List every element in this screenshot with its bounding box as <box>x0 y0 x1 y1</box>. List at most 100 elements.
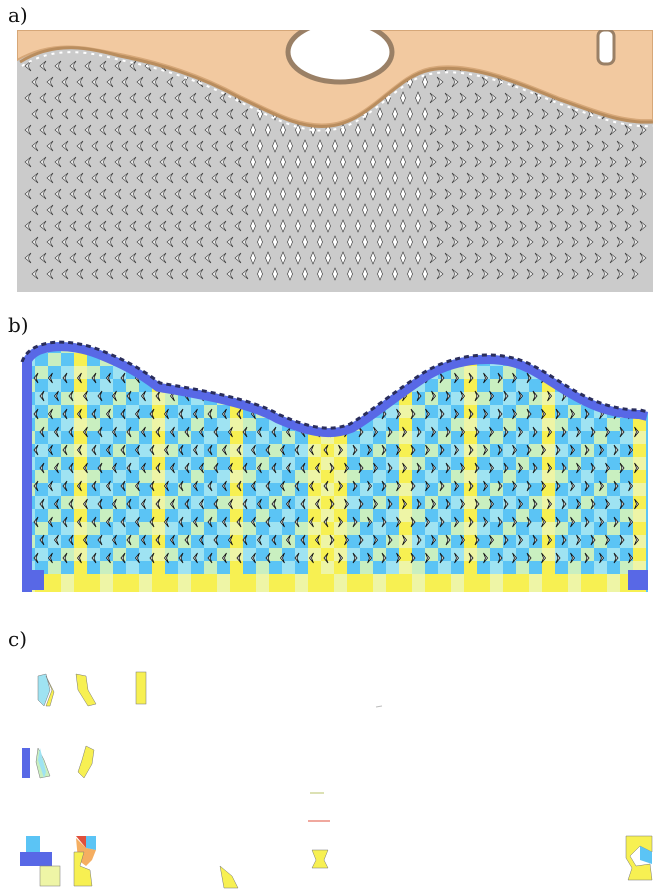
grate-hole <box>579 252 587 264</box>
mesh-hole <box>590 426 596 438</box>
mesh-hole <box>236 552 242 564</box>
mesh-cell <box>373 353 386 366</box>
mesh-hole <box>242 462 248 474</box>
mesh-cell <box>230 548 243 561</box>
panel-a-render <box>17 30 653 292</box>
grate-hole <box>474 92 482 104</box>
mesh-hole <box>120 372 126 384</box>
mesh-cell <box>100 379 113 392</box>
mesh-cell <box>126 522 139 535</box>
mesh-cell <box>217 548 230 561</box>
grate-hole <box>511 204 519 216</box>
mesh-cell <box>529 522 542 535</box>
mesh-cell <box>295 431 308 444</box>
grate-hole <box>526 108 534 120</box>
mesh-cell <box>295 548 308 561</box>
mesh-cell <box>256 342 269 353</box>
grate-hole <box>624 156 632 168</box>
mesh-cell <box>178 561 191 574</box>
mesh-cell <box>295 457 308 470</box>
mesh-cell <box>581 561 594 574</box>
mesh-cell <box>399 353 412 366</box>
mesh-hole <box>474 498 480 510</box>
mesh-cell <box>217 522 230 535</box>
grate-hole <box>496 76 504 88</box>
mesh-cell <box>139 587 152 592</box>
grate-hole <box>624 220 632 232</box>
mesh-hole <box>541 552 547 564</box>
mesh-cell <box>48 418 61 431</box>
mesh-cell <box>503 405 516 418</box>
mesh-cell <box>165 342 178 353</box>
grate-hole <box>511 172 519 184</box>
mesh-cell <box>334 392 347 405</box>
mesh-hole <box>169 498 175 510</box>
grate-hole <box>436 236 444 248</box>
mesh-hole <box>416 462 422 474</box>
mesh-hole <box>526 372 532 384</box>
mesh-cell <box>594 522 607 535</box>
grate-hole <box>46 108 54 120</box>
mesh-hole <box>169 534 175 546</box>
mesh-cell <box>607 522 620 535</box>
mesh-hole <box>91 444 97 456</box>
mesh-hole <box>47 480 53 492</box>
mesh-cell <box>178 522 191 535</box>
mesh-hole <box>605 426 611 438</box>
fragment <box>640 846 652 864</box>
grate-hole <box>407 267 413 281</box>
mesh-cell <box>48 587 61 592</box>
mesh-cell <box>334 342 347 353</box>
mesh-cell <box>295 496 308 509</box>
grate-hole <box>362 235 368 249</box>
mesh-cell <box>542 431 555 444</box>
grate-hole <box>181 76 189 88</box>
grate-hole <box>534 220 542 232</box>
grate-hole <box>121 140 129 152</box>
mesh-hole <box>454 408 460 420</box>
mesh-hole <box>300 534 306 546</box>
mesh-cell <box>633 392 646 405</box>
mesh-cell <box>282 574 295 587</box>
mesh-cell <box>191 574 204 587</box>
mesh-cell <box>191 431 204 444</box>
mesh-cell <box>74 457 87 470</box>
mesh-hole <box>416 498 422 510</box>
mesh-cell <box>607 444 620 457</box>
grate-hole <box>355 155 361 169</box>
mesh-cell <box>542 522 555 535</box>
grate-hole <box>481 204 489 216</box>
mesh-cell <box>35 509 48 522</box>
mesh-cell <box>399 366 412 379</box>
mesh-cell <box>503 561 516 574</box>
mesh-cell <box>386 535 399 548</box>
mesh-hole <box>518 498 524 510</box>
mesh-hole <box>561 534 567 546</box>
fragment <box>86 836 96 850</box>
fragment <box>36 852 52 866</box>
mesh-cell <box>568 522 581 535</box>
mesh-cell <box>373 548 386 561</box>
grate-hole <box>310 187 316 201</box>
grate-hole <box>534 188 542 200</box>
grate-hole <box>362 139 368 153</box>
mesh-cell <box>243 342 256 353</box>
grate-hole <box>61 204 69 216</box>
mesh-cell <box>438 483 451 496</box>
grate-hole <box>121 204 129 216</box>
mesh-cell <box>35 366 48 379</box>
grate-hole <box>616 140 624 152</box>
grate-hole <box>234 220 242 232</box>
grate-hole <box>474 188 482 200</box>
mesh-hole <box>387 498 393 510</box>
mesh-cell <box>61 522 74 535</box>
mesh-cell <box>282 509 295 522</box>
mesh-cell <box>152 342 165 353</box>
mesh-cell <box>191 470 204 483</box>
mesh-cell <box>360 535 373 548</box>
grate-hole <box>332 267 338 281</box>
grate-hole <box>54 124 62 136</box>
mesh-cell <box>204 561 217 574</box>
mesh-cell <box>35 353 48 366</box>
mesh-cell <box>139 353 152 366</box>
